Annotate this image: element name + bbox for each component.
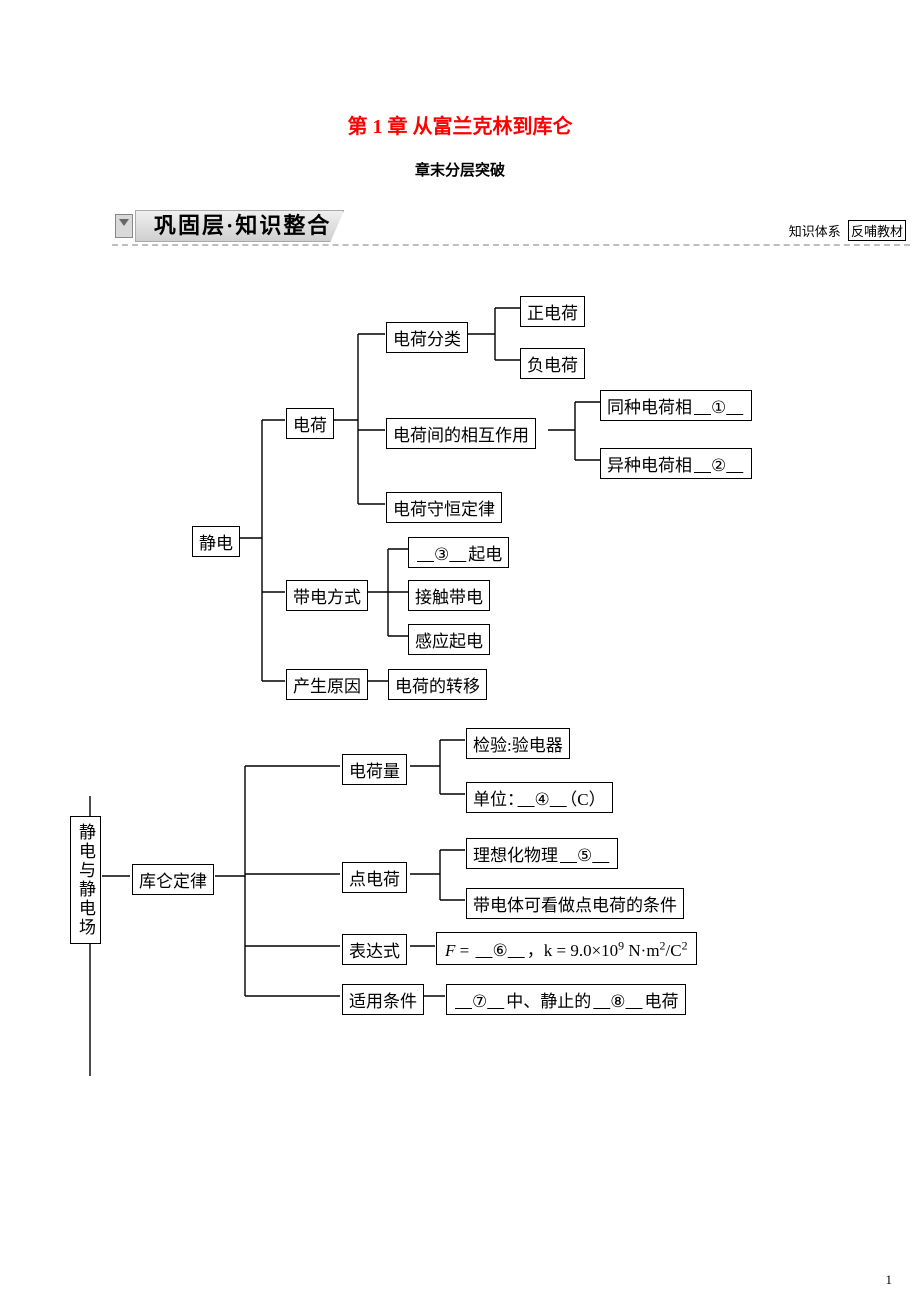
connector-lines — [0, 256, 920, 1156]
lxh-pre: 理想化物理 — [473, 846, 558, 865]
danwei-suffix: （C） — [569, 790, 606, 809]
concept-diagram: 静电与静电场 静电 电荷 电荷分类 正电荷 负电荷 电荷间的相互作用 同种电荷相… — [0, 256, 920, 1156]
yizhong-pre: 异种电荷相 — [607, 456, 692, 475]
node-root: 静电与静电场 — [70, 816, 101, 944]
node-dhsh: 电荷守恒定律 — [386, 492, 502, 523]
formula-F: F — [445, 941, 455, 960]
banner-right: 知识体系 反哺教材 — [789, 220, 906, 241]
page-number: 1 — [886, 1272, 893, 1288]
node-bds: 表达式 — [342, 934, 407, 965]
banner-title: 巩固层·知识整合 — [135, 210, 344, 242]
node-jcdd: 接触带电 — [408, 580, 490, 611]
node-danwei: 单位： ④ （C） — [466, 782, 613, 813]
node-ddh: 点电荷 — [342, 862, 407, 893]
node-dhl: 电荷量 — [342, 754, 407, 785]
chapter-title: 第 1 章 从富兰克林到库仑 — [0, 110, 920, 139]
blank-6: ⑥ — [473, 941, 526, 960]
sytj-suffix: 电荷 — [645, 992, 679, 1011]
section-banner: 巩固层·知识整合 知识体系 反哺教材 — [0, 210, 920, 250]
node-lxh: 理想化物理 ⑤ — [466, 838, 618, 869]
danwei-pre: 单位： — [473, 790, 516, 809]
node-dianhe: 电荷 — [286, 408, 334, 439]
banner-dashed-line — [112, 244, 910, 246]
node-fdh: 负电荷 — [520, 348, 585, 379]
node-csyy: 产生原因 — [286, 669, 368, 700]
node-yizhong: 异种电荷相 ② — [600, 448, 752, 479]
formula-k: ，k = 9.0×10 — [527, 941, 618, 960]
tongzhong-pre: 同种电荷相 — [607, 398, 692, 417]
blank-2: ② — [692, 456, 745, 475]
node-formula: F = ⑥ ，k = 9.0×109 N·m2/C2 — [436, 932, 697, 965]
blank-1: ① — [692, 398, 745, 417]
node-dhzy: 电荷的转移 — [388, 669, 487, 700]
node-gyqd: 感应起电 — [408, 624, 490, 655]
node-tongzhong: 同种电荷相 ① — [600, 390, 752, 421]
banner-arrow-icon — [115, 214, 133, 238]
node-dhfl: 电荷分类 — [386, 322, 468, 353]
blank-8: ⑧ — [591, 992, 644, 1011]
node-ddt-cond: 带电体可看做点电荷的条件 — [466, 888, 684, 919]
node-ddfs: 带电方式 — [286, 580, 368, 611]
chapter-subtitle: 章末分层突破 — [0, 159, 920, 180]
blank-4: ④ — [516, 790, 569, 809]
node-sytj-text: ⑦ 中、静止的 ⑧ 电荷 — [446, 984, 686, 1015]
node-kldl: 库仑定律 — [132, 864, 214, 895]
node-jy: 检验:验电器 — [466, 728, 570, 759]
blank-3: ③ — [415, 545, 468, 564]
node-jingdian: 静电 — [192, 526, 240, 557]
node-djxh: 电荷间的相互作用 — [386, 418, 536, 449]
banner-right-label: 知识体系 — [789, 224, 841, 239]
blank-5: ⑤ — [558, 846, 611, 865]
node-zdh: 正电荷 — [520, 296, 585, 327]
sytj-mid: 中、静止的 — [506, 992, 591, 1011]
node-qidian: ③ 起电 — [408, 537, 509, 568]
qidian-suffix: 起电 — [468, 545, 502, 564]
banner-right-boxed: 反哺教材 — [848, 220, 906, 241]
blank-7: ⑦ — [453, 992, 506, 1011]
node-sytj: 适用条件 — [342, 984, 424, 1015]
